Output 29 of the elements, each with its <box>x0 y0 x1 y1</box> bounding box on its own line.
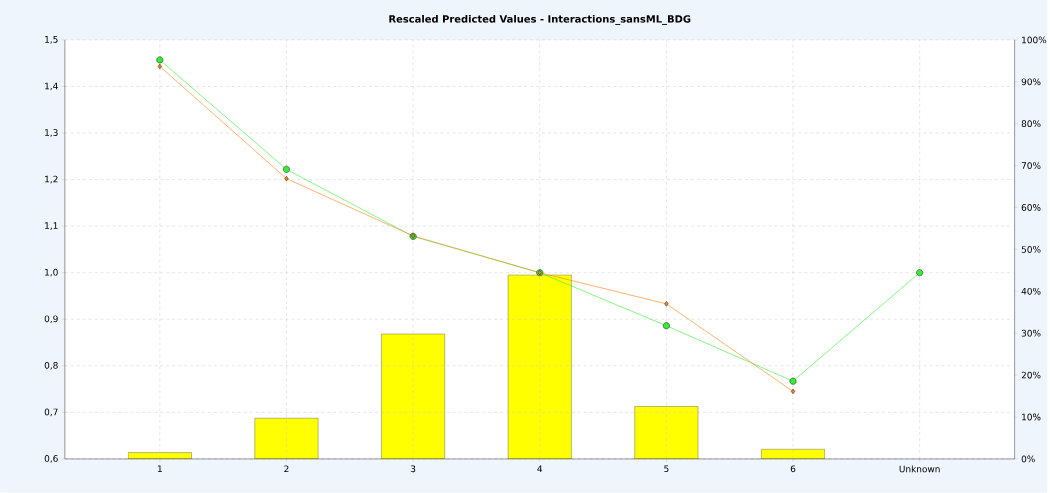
y2-tick-label: 50% <box>1021 246 1041 253</box>
x-tick-label: 6 <box>790 465 796 473</box>
y-tick-label: 1,4 <box>45 82 58 91</box>
y-tick-label: 0,7 <box>44 408 58 417</box>
y2-tick-label: 10% <box>1022 413 1041 421</box>
y-tick-label: 1,0 <box>45 268 58 277</box>
y-tick-label: 1,2 <box>45 175 58 184</box>
y2-tick-label: 30% <box>1021 329 1041 337</box>
x-tick-label: 5 <box>664 465 669 473</box>
x-tick-label: 2 <box>284 465 289 473</box>
chart-title: Rescaled Predicted Values - Interactions_sansML_BDG <box>389 15 691 25</box>
y2-tick-label: 20% <box>1021 371 1041 379</box>
y-tick-label: 0,8 <box>44 362 58 370</box>
y-tick-label: 0,6 <box>44 455 58 463</box>
x-tick-label: 4 <box>537 465 543 472</box>
y2-tick-label: 40% <box>1021 288 1041 295</box>
y2-tick-label: 60% <box>1021 204 1041 211</box>
y-tick-label: 1,3 <box>45 129 58 137</box>
y2-tick-label: 90% <box>1021 78 1041 86</box>
x-tick-label: 1 <box>157 465 162 472</box>
y-tick-label: 0,9 <box>44 315 58 324</box>
y-tick-label: 1,5 <box>45 36 58 44</box>
y2-tick-label: 80% <box>1021 120 1041 128</box>
x-tick-label: 3 <box>410 465 416 473</box>
y-tick-label: 1,1 <box>45 222 58 230</box>
x-tick-label: Unknown <box>899 465 940 473</box>
y2-tick-label: 70% <box>1021 162 1041 170</box>
y2-tick-label: 0% <box>1021 455 1035 463</box>
y2-tick-label: 100% <box>1022 36 1047 44</box>
